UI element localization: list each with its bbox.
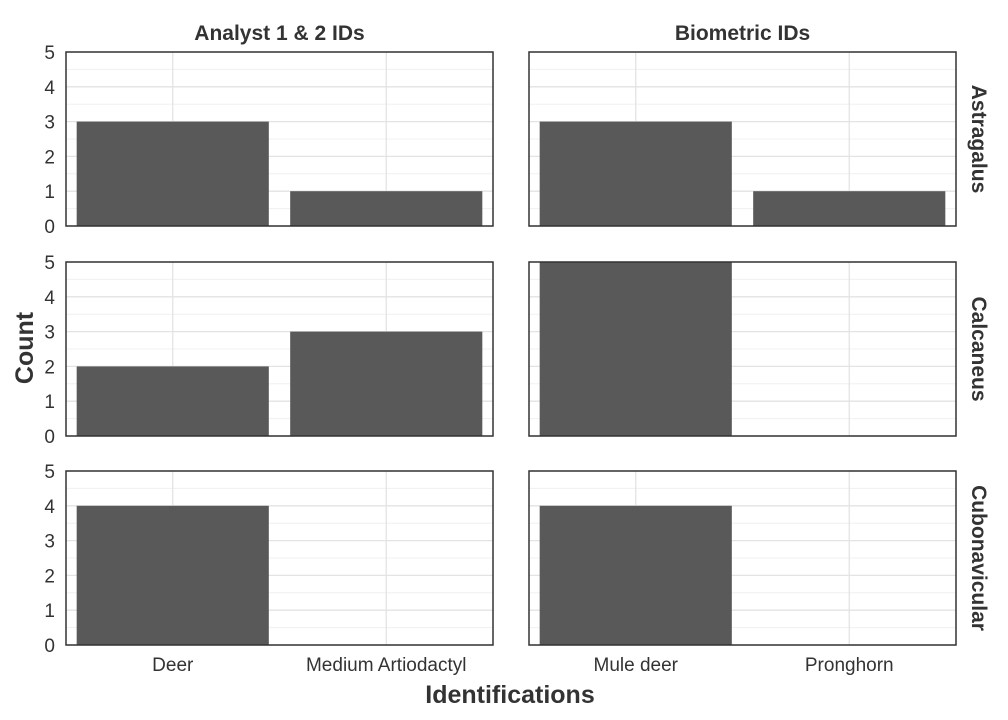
y-tick-label-astragalus: 2 — [44, 147, 55, 168]
y-tick-label-cubonavicular: 5 — [44, 462, 55, 483]
panel-border-cubonavicular-analyst-1-2-ids — [65, 470, 494, 646]
facet-column-label-biometric-ids: Biometric IDs — [675, 22, 810, 45]
y-tick-label-cubonavicular: 0 — [44, 636, 55, 657]
bar-astragalus-analyst-1-2-ids-medium-artiodactyl — [290, 191, 483, 226]
facet-row-label-calcaneus: Calcaneus — [967, 296, 990, 401]
y-axis-title: Count — [11, 311, 39, 384]
y-tick-label-astragalus: 0 — [44, 217, 55, 238]
y-tick-label-astragalus: 1 — [44, 182, 55, 203]
bar-calcaneus-analyst-1-2-ids-deer — [76, 366, 269, 436]
bar-cubonavicular-biometric-ids-mule-deer — [539, 505, 732, 645]
bar-cubonavicular-analyst-1-2-ids-deer — [76, 505, 269, 645]
facet-row-label-astragalus: Astragalus — [967, 85, 990, 194]
facet-row-label-cubonavicular: Cubonavicular — [967, 485, 990, 631]
y-tick-label-cubonavicular: 1 — [44, 601, 55, 622]
x-tick-label-medium-artiodactyl: Medium Artiodactyl — [306, 655, 467, 676]
y-tick-label-calcaneus: 5 — [44, 253, 55, 274]
y-tick-label-calcaneus: 4 — [44, 288, 55, 309]
y-tick-label-astragalus: 3 — [44, 113, 55, 134]
panel-border-astragalus-biometric-ids — [528, 51, 957, 227]
y-tick-label-cubonavicular: 4 — [44, 497, 55, 518]
x-tick-label-deer: Deer — [152, 655, 194, 676]
y-tick-label-astragalus: 4 — [44, 78, 55, 99]
y-tick-label-calcaneus: 3 — [44, 323, 55, 344]
y-tick-label-cubonavicular: 3 — [44, 532, 55, 553]
bar-astragalus-analyst-1-2-ids-deer — [76, 121, 269, 226]
panel-border-calcaneus-biometric-ids — [528, 261, 957, 437]
panel-border-astragalus-analyst-1-2-ids — [65, 51, 494, 227]
panel-border-calcaneus-analyst-1-2-ids — [65, 261, 494, 437]
bar-astragalus-biometric-ids-mule-deer — [539, 121, 732, 226]
bar-calcaneus-biometric-ids-mule-deer — [539, 262, 732, 436]
y-tick-label-cubonavicular: 2 — [44, 566, 55, 587]
y-tick-label-calcaneus: 1 — [44, 392, 55, 413]
y-tick-label-calcaneus: 2 — [44, 357, 55, 378]
bar-calcaneus-analyst-1-2-ids-medium-artiodactyl — [290, 331, 483, 436]
y-tick-label-calcaneus: 0 — [44, 427, 55, 448]
panels-layer: 0 1 2 3 4 5 0 1 2 3 4 5 0 1 2 3 4 5 Deer Medium Artiodactyl… — [44, 22, 990, 676]
x-tick-label-mule-deer: Mule deer — [594, 655, 679, 676]
bar-astragalus-biometric-ids-pronghorn — [753, 191, 946, 226]
y-tick-label-astragalus: 5 — [44, 43, 55, 64]
panel-border-cubonavicular-biometric-ids — [528, 470, 957, 646]
facet-column-label-analyst-1-2-ids: Analyst 1 & 2 IDs — [194, 22, 364, 45]
x-axis-title: Identifications — [425, 681, 594, 709]
x-tick-label-pronghorn: Pronghorn — [805, 655, 894, 676]
